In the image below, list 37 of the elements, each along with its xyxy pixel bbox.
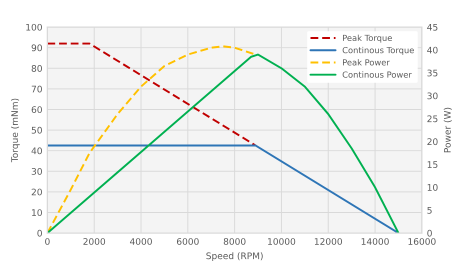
y2-tick-label: 40 bbox=[427, 46, 438, 54]
x-tick-label: 8000 bbox=[224, 238, 246, 245]
y-tick-label: 20 bbox=[32, 188, 42, 196]
y2-tick-label: 15 bbox=[428, 161, 438, 168]
y-tick-label: 90 bbox=[32, 44, 42, 52]
x-tick-label: 14000 bbox=[362, 238, 389, 245]
x-tick-label: 10000 bbox=[268, 238, 296, 245]
x-tick-label: 4000 bbox=[130, 238, 152, 245]
y-tick-label: 60 bbox=[32, 106, 42, 114]
y-tick-label: 0 bbox=[37, 230, 42, 237]
x-tick-label: 0 bbox=[45, 238, 50, 245]
legend-label: Continous Torque bbox=[342, 46, 414, 55]
y-axis-title: Torque (mNm) bbox=[11, 98, 20, 162]
y-tick-label: 30 bbox=[32, 168, 42, 175]
y-tick-label: 100 bbox=[26, 24, 42, 31]
x-axis-title: Speed (RPM) bbox=[206, 252, 263, 261]
y-tick-label: 80 bbox=[32, 65, 42, 72]
x-tick-label: 16000 bbox=[408, 238, 436, 245]
y2-tick-label: 30 bbox=[427, 92, 438, 100]
x-tick-label: 2000 bbox=[83, 238, 106, 245]
legend-label: Peak Torque bbox=[342, 34, 392, 43]
y-tick-label: 70 bbox=[32, 86, 42, 92]
legend-label: Continous Power bbox=[342, 71, 412, 78]
x-tick-label: 6000 bbox=[176, 238, 199, 245]
x-tick-label: 12000 bbox=[314, 238, 342, 245]
y2-axis-title: Power (W) bbox=[444, 108, 452, 152]
y-tick-label: 50 bbox=[32, 126, 42, 134]
y-tick-label: 40 bbox=[31, 147, 42, 154]
y2-tick-label: 35 bbox=[427, 70, 438, 76]
y-tick-label: 10 bbox=[32, 209, 42, 216]
y2-tick-label: 20 bbox=[427, 138, 438, 146]
y2-tick-label: 45 bbox=[427, 24, 438, 31]
y2-tick-label: 5 bbox=[427, 207, 432, 214]
y2-tick-label: 25 bbox=[427, 115, 438, 122]
y2-tick-label: 0 bbox=[427, 230, 432, 237]
y2-tick-label: 10 bbox=[428, 184, 438, 191]
legend-label: Peak Power bbox=[342, 59, 390, 66]
